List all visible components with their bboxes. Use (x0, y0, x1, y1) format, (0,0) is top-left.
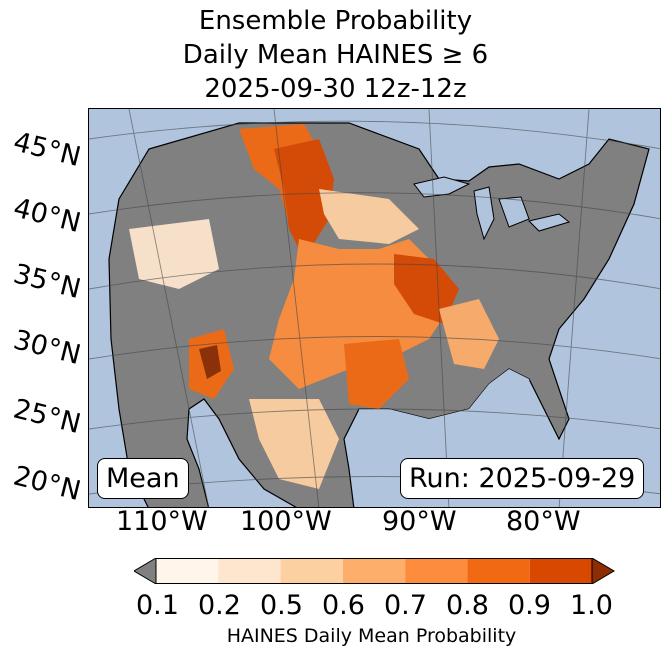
colorbar-tick-4: 0.7 (384, 590, 427, 621)
lat-label-35: 35°N (10, 258, 84, 306)
probability-shading (129, 124, 499, 489)
title-line-2: Daily Mean HAINES ≥ 6 (182, 40, 489, 70)
colorbar-bin-6 (529, 558, 592, 584)
colorbar-bin-0 (156, 558, 219, 584)
colorbar-bin-5 (467, 558, 530, 584)
colorbar-bin-4 (405, 558, 468, 584)
colorbar-bin-1 (218, 558, 281, 584)
great-lakes (413, 176, 571, 241)
colorbar-bin-2 (280, 558, 343, 584)
colorbar (134, 558, 615, 584)
colorbar-label: HAINES Daily Mean Probability (226, 625, 517, 647)
colorbar-bin-3 (342, 558, 406, 584)
lat-label-20: 20°N (10, 460, 84, 508)
gulf-of-mexico (359, 369, 534, 459)
lon-label-90: 90°W (382, 506, 457, 537)
colorbar-bins (156, 558, 592, 584)
probability-map (88, 108, 661, 508)
colorbar-over-arrow (591, 558, 615, 584)
colorbar-tick-5: 0.8 (446, 590, 489, 621)
title-line-1: Ensemble Probability (198, 6, 473, 36)
lat-label-25: 25°N (10, 393, 84, 441)
colorbar-tick-1: 0.2 (198, 590, 241, 621)
colorbar-tick-2: 0.5 (260, 590, 303, 621)
colorbar-tick-6: 0.9 (508, 590, 551, 621)
colorbar-tick-3: 0.6 (322, 590, 365, 621)
lat-label-45: 45°N (10, 126, 84, 174)
colorbar-tick-7: 1.0 (570, 590, 613, 621)
colorbar-outline (155, 558, 593, 584)
lat-label-30: 30°N (10, 324, 84, 372)
lon-label-100: 100°W (240, 506, 332, 537)
stat-label-box: Mean (97, 458, 189, 499)
run-date-box: Run: 2025-09-29 (400, 458, 645, 499)
map-canvas (89, 109, 660, 507)
lon-label-80: 80°W (506, 506, 581, 537)
colorbar-under-arrow (134, 558, 157, 584)
title-line-3: 2025-09-30 12z-12z (204, 74, 467, 104)
lon-label-110: 110°W (116, 506, 208, 537)
colorbar-tick-0: 0.1 (136, 590, 179, 621)
lat-label-40: 40°N (10, 192, 84, 240)
